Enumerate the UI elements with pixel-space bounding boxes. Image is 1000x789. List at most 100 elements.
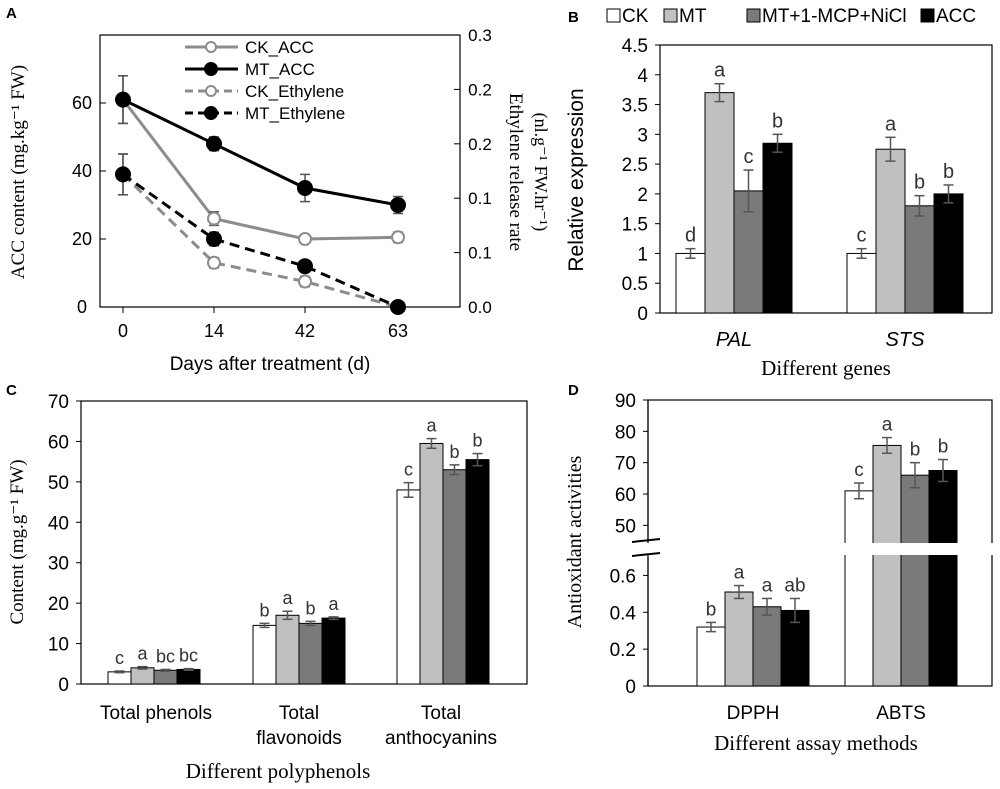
chart-d-axis-break-gap — [636, 543, 993, 555]
chart-c-xtick-label: anthocyanins — [385, 728, 497, 749]
chart-b-bar-mt-1-mcp-nicl — [904, 205, 935, 314]
chart-a-y2tick-label: 0.2 — [468, 135, 492, 154]
chart-b-data-label: b — [772, 110, 783, 132]
chart-c-bar-mt — [130, 667, 155, 685]
chart-a-series-ck-acc-point — [391, 230, 405, 245]
chart-c-ytick-label: 70 — [48, 392, 69, 413]
chart-c-data-label: b — [305, 598, 315, 618]
chart-d-ytick-label: 70 — [615, 454, 636, 475]
chart-b-ytick-label: 0.5 — [622, 274, 648, 295]
chart-d-bar-ck — [696, 626, 726, 687]
chart-c-data-label: a — [426, 416, 437, 436]
chart-a-xlabel: Days after treatment (d) — [170, 354, 371, 375]
chart-a-ytick-label: 40 — [72, 161, 92, 181]
chart-a-series-mt-acc-point — [206, 135, 222, 152]
chart-a-series-mt-ethylene-point — [297, 258, 313, 275]
chart-a-y2tick-label: 0.2 — [468, 80, 492, 99]
chart-a-xtick-label: 42 — [295, 321, 315, 341]
chart-a-y2label-unit: (nl.g⁻¹ FW.hr⁻¹) — [530, 113, 551, 232]
chart-d-ytick-label: 90 — [615, 391, 636, 412]
chart-c-ylabel: Content (mg.g⁻¹ FW) — [7, 459, 28, 624]
chart-a-legend-marker — [205, 85, 217, 97]
chart-b-ytick-label: 0 — [637, 304, 648, 325]
chart-a-y2tick-label: 0.1 — [468, 244, 492, 263]
chart-d-ytick-label: 0 — [625, 677, 636, 698]
chart-b-data-label: c — [857, 225, 867, 247]
chart-c-bar-ck — [396, 489, 421, 685]
chart-a-series-mt-ethylene-point — [115, 166, 131, 183]
chart-c-xtick-label: flavonoids — [256, 728, 342, 749]
chart-b-ytick-label: 2.5 — [622, 155, 648, 176]
chart-d-ylabel: Antioxidant activities — [564, 455, 586, 628]
chart-b-data-label: d — [685, 225, 696, 247]
chart-c-data-label: b — [449, 442, 459, 462]
chart-b-data-label: b — [914, 172, 925, 194]
chart-a-series-mt-acc-line — [122, 98, 399, 207]
chart-a-series-ck-acc-point — [298, 232, 312, 246]
chart-c-ytick-label: 50 — [48, 473, 69, 494]
chart-b-bar-acc — [762, 142, 793, 314]
chart-d-data-label: b — [938, 437, 949, 458]
chart-a-legend-marker — [204, 106, 218, 120]
chart-b-legend-label: CK — [622, 6, 649, 27]
chart-a-legend-label: CK_ACC — [245, 38, 314, 57]
chart-d-data-label: a — [762, 575, 773, 596]
chart-d-data-label: ab — [784, 575, 805, 596]
chart-b-ytick-label: 2 — [637, 185, 648, 206]
chart-c-bar-ck — [252, 624, 277, 685]
chart-c-data-label: a — [137, 644, 148, 664]
chart-b-legend-swatch — [606, 8, 621, 23]
chart-d-data-label: b — [910, 440, 921, 461]
chart-a-series-ck-ethylene-point — [207, 255, 221, 270]
chart-a-ytick-label: 60 — [72, 93, 92, 113]
panel-label-b: B — [568, 9, 579, 26]
chart-c-data-label: a — [282, 588, 293, 608]
chart-d-data-label: a — [882, 415, 893, 436]
chart-d-axis-break-mark — [631, 538, 661, 543]
chart-b-ytick-label: 1 — [637, 244, 648, 265]
chart-d-xtick-label: DPPH — [727, 703, 780, 724]
chart-c-data-label: a — [328, 594, 339, 614]
chart-a-legend-label: MT_Ethylene — [245, 104, 345, 123]
chart-b-legend-swatch — [920, 8, 935, 23]
chart-d-data-label: a — [734, 563, 745, 584]
chart-c-bar-mt — [275, 614, 300, 685]
chart-c-bar-acc — [176, 668, 201, 685]
chart-c-ytick-label: 40 — [48, 513, 69, 534]
chart-d-xtick-label: ABTS — [876, 703, 926, 724]
chart-d-bar-mt-1-mcp-nicl — [752, 606, 782, 687]
chart-c-data-label: b — [259, 600, 269, 620]
chart-b-xtick-label: PAL — [716, 329, 752, 351]
chart-d-bar-ck — [844, 490, 874, 687]
chart-b-ylabel: Relative expression — [565, 88, 588, 271]
chart-b-ytick-label: 4 — [637, 66, 648, 87]
chart-b-frame — [659, 44, 993, 314]
chart-b-legend-swatch — [663, 8, 678, 23]
chart-d-bar-mt — [724, 591, 754, 687]
chart-b-data-label: a — [714, 60, 726, 82]
chart-b-ytick-label: 3.5 — [622, 96, 648, 117]
chart-c-bar-mt-1-mcp-nicl — [298, 622, 323, 685]
chart-a-series-ck-ethylene-point — [298, 274, 312, 289]
chart-a-legend-marker — [205, 41, 217, 53]
chart-c-data-label: bc — [179, 646, 198, 666]
chart-a-series-mt-acc-point — [297, 180, 313, 196]
chart-d-ytick-label: 0.4 — [610, 603, 637, 624]
chart-c-bar-ck — [107, 671, 132, 685]
chart-c-data-label: c — [404, 460, 413, 480]
chart-d-bar-acc — [928, 470, 958, 687]
chart-c-bar-acc — [465, 459, 490, 685]
chart-a-ylabel: ACC content (mg.kg⁻¹ FW) — [8, 65, 29, 279]
chart-c-data-label: c — [115, 648, 124, 668]
chart-c-ytick-label: 20 — [48, 594, 69, 615]
chart-c-xtick-label: Total — [421, 703, 461, 724]
chart-a-legend-label: CK_Ethylene — [245, 82, 344, 101]
chart-b-bar-ck — [846, 252, 877, 314]
chart-b-bar-mt — [875, 148, 906, 314]
chart-a-series-mt-acc-point — [115, 91, 131, 108]
chart-a-series-mt-ethylene-point — [390, 299, 406, 315]
chart-a-series-ck-acc-line — [121, 98, 399, 241]
chart-a-xtick-label: 63 — [388, 321, 408, 341]
chart-a-ytick-label: 20 — [72, 229, 92, 249]
